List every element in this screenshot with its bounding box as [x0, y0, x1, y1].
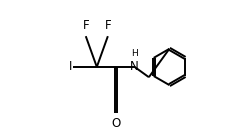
Text: F: F	[82, 19, 89, 32]
Text: N: N	[130, 60, 139, 73]
Text: H: H	[131, 49, 138, 58]
Text: F: F	[105, 19, 111, 32]
Text: I: I	[69, 60, 72, 73]
Text: O: O	[111, 117, 120, 130]
